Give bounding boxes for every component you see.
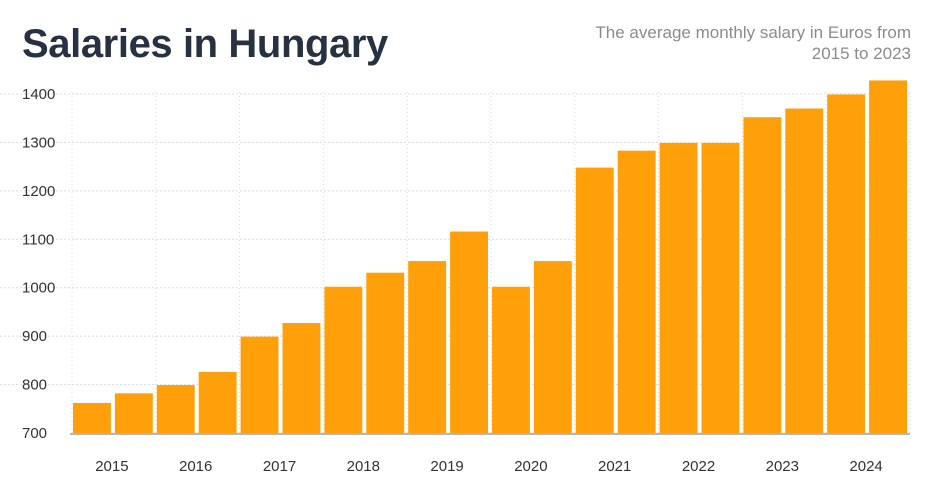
bar [73,402,111,433]
x-tick-label: 2018 [347,458,380,475]
y-tick-label: 1000 [22,280,55,297]
bar [240,336,279,433]
chart-subtitle-line-1: The average monthly salary in Euros from [595,23,911,42]
bar [450,231,488,433]
y-tick-label: 900 [22,328,47,345]
bar [492,286,530,433]
bar [785,108,824,434]
y-tick-label: 800 [22,377,47,394]
bar [743,117,782,433]
y-axis-tick-labels: 700 800 900 1000 1100 1200 1300 1400 [22,86,55,442]
bar [869,80,907,433]
x-tick-label: 2024 [849,458,882,475]
x-tick-label: 2022 [682,458,715,475]
y-tick-label: 1300 [22,134,55,151]
x-tick-label: 2020 [514,458,547,475]
x-tick-label: 2023 [766,458,799,475]
bar [366,272,405,433]
y-tick-label: 1200 [22,183,55,200]
bar [324,286,363,433]
bar [198,371,237,433]
x-tick-label: 2021 [598,458,631,475]
bar [408,261,447,433]
chart-subtitle: The average monthly salary in Euros from… [551,22,911,64]
bar [533,261,572,433]
y-tick-label: 700 [22,425,47,442]
x-tick-label: 2019 [430,458,463,475]
x-tick-label: 2016 [179,458,212,475]
x-tick-label: 2015 [95,458,128,475]
chart-subtitle-line-2: 2015 to 2023 [811,44,911,63]
bar [827,94,866,433]
x-tick-label: 2017 [263,458,296,475]
y-tick-label: 1400 [22,86,55,103]
bar [156,385,195,433]
bar [659,142,698,434]
x-axis-tick-labels: 2015 2016 2017 2018 2019 2020 2021 2022 2023 2024 [95,458,883,475]
gridlines [0,92,911,433]
chart-title: Salaries in Hungary [22,22,388,66]
y-tick-label: 1100 [22,231,54,248]
bars [73,80,907,434]
bar [575,167,614,433]
bar [114,393,153,433]
bar [617,150,656,433]
bar [282,323,321,433]
bar [701,142,740,434]
